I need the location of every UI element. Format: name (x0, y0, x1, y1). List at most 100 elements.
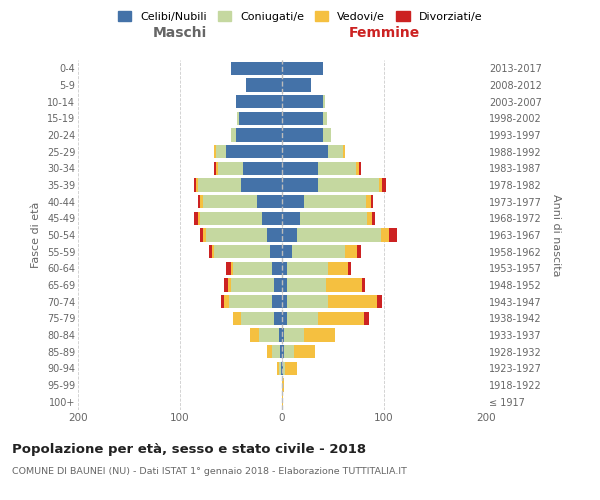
Bar (231, 262, 233, 275)
Bar (274, 312, 282, 325)
Bar (358, 245, 361, 258)
Bar (287, 262, 328, 275)
Bar (199, 178, 241, 192)
Legend: Celibi/Nubili, Coniugati/e, Vedovi/e, Divorziati/e: Celibi/Nubili, Coniugati/e, Vedovi/e, Di… (115, 8, 485, 25)
Bar (323, 128, 331, 141)
Bar (226, 145, 282, 158)
Bar (200, 212, 262, 225)
Bar (237, 112, 239, 125)
Bar (279, 328, 282, 342)
Bar (284, 328, 304, 342)
Bar (231, 278, 274, 291)
Bar (282, 362, 283, 375)
Bar (216, 162, 218, 175)
Bar (282, 212, 301, 225)
Bar (247, 78, 282, 92)
Bar (323, 112, 327, 125)
Bar (343, 145, 345, 158)
Bar (221, 295, 224, 308)
Bar (282, 378, 284, 392)
Bar (241, 178, 282, 192)
Bar (214, 245, 270, 258)
Bar (203, 195, 257, 208)
Bar (236, 95, 282, 108)
Bar (229, 295, 272, 308)
Text: Femmine: Femmine (349, 26, 419, 40)
Text: Maschi: Maschi (153, 26, 207, 40)
Bar (345, 245, 358, 258)
Bar (194, 178, 196, 192)
Bar (282, 95, 323, 108)
Bar (270, 245, 282, 258)
Bar (218, 162, 243, 175)
Bar (282, 178, 318, 192)
Bar (262, 212, 282, 225)
Bar (203, 228, 206, 241)
Bar (301, 212, 367, 225)
Bar (282, 128, 323, 141)
Bar (239, 112, 282, 125)
Bar (323, 95, 325, 108)
Bar (272, 295, 282, 308)
Bar (359, 162, 361, 175)
Bar (241, 312, 274, 325)
Bar (199, 212, 200, 225)
Bar (389, 228, 397, 241)
Bar (214, 162, 216, 175)
Y-axis label: Anni di nascita: Anni di nascita (551, 194, 561, 276)
Bar (216, 145, 226, 158)
Bar (194, 212, 199, 225)
Bar (283, 362, 285, 375)
Bar (282, 228, 298, 241)
Bar (212, 245, 214, 258)
Text: Popolazione per età, sesso e stato civile - 2018: Popolazione per età, sesso e stato civil… (12, 442, 366, 456)
Bar (372, 212, 375, 225)
Bar (214, 145, 216, 158)
Bar (224, 278, 228, 291)
Bar (349, 262, 352, 275)
Bar (318, 162, 356, 175)
Bar (279, 362, 281, 375)
Bar (292, 245, 345, 258)
Bar (328, 295, 377, 308)
Bar (298, 228, 381, 241)
Bar (280, 345, 282, 358)
Bar (199, 195, 200, 208)
Bar (287, 278, 326, 291)
Bar (294, 345, 314, 358)
Bar (282, 78, 311, 92)
Bar (228, 278, 231, 291)
Bar (304, 195, 365, 208)
Bar (274, 278, 282, 291)
Bar (282, 345, 284, 358)
Bar (206, 228, 267, 241)
Bar (272, 345, 280, 358)
Bar (318, 312, 364, 325)
Bar (318, 178, 379, 192)
Bar (231, 128, 236, 141)
Bar (356, 162, 359, 175)
Bar (364, 312, 369, 325)
Bar (282, 328, 284, 342)
Bar (233, 262, 272, 275)
Bar (226, 262, 231, 275)
Bar (282, 278, 287, 291)
Bar (282, 62, 323, 75)
Bar (236, 128, 282, 141)
Bar (281, 362, 282, 375)
Bar (282, 295, 287, 308)
Bar (326, 278, 362, 291)
Bar (377, 295, 382, 308)
Bar (381, 228, 389, 241)
Bar (371, 195, 373, 208)
Y-axis label: Fasce di età: Fasce di età (31, 202, 41, 268)
Bar (250, 328, 259, 342)
Bar (209, 245, 212, 258)
Bar (367, 212, 372, 225)
Bar (257, 195, 282, 208)
Bar (328, 145, 343, 158)
Bar (282, 145, 328, 158)
Bar (382, 178, 386, 192)
Bar (282, 195, 304, 208)
Bar (231, 62, 282, 75)
